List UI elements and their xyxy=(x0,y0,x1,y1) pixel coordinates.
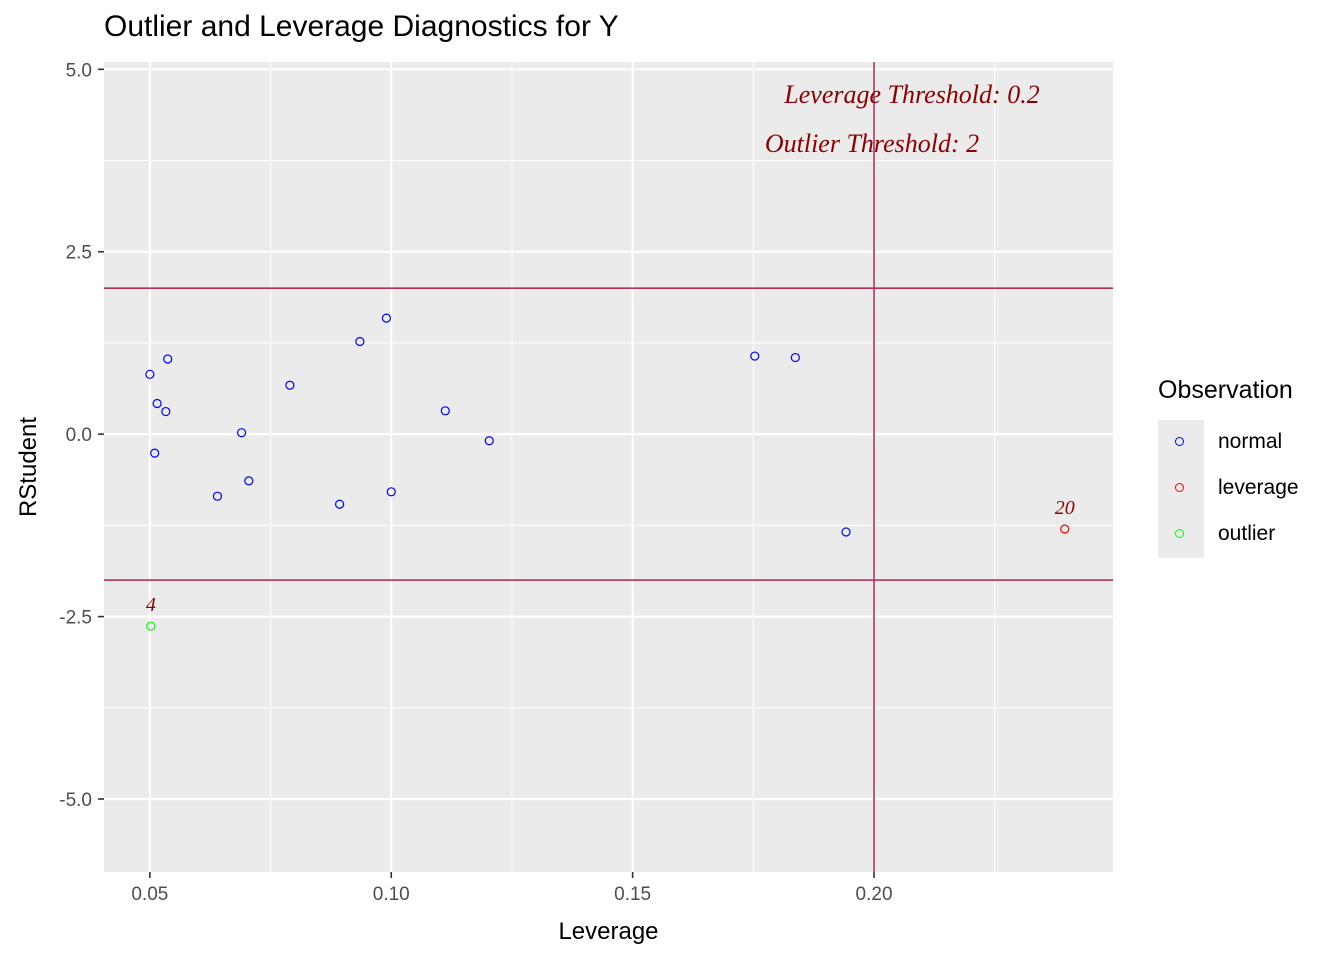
legend-key-leverage xyxy=(1175,483,1184,492)
point-normal xyxy=(334,499,345,509)
point-normal xyxy=(145,369,155,379)
leverage-threshold-label: Leverage Threshold: 0.2 xyxy=(783,80,1039,109)
point-normal xyxy=(386,487,396,497)
legend-key-normal xyxy=(1175,437,1184,446)
x-tick-label: 0.15 xyxy=(614,884,651,905)
x-tick-label: 0.20 xyxy=(856,884,893,905)
point-label: 4 xyxy=(146,594,156,616)
point-normal xyxy=(790,352,800,363)
point-normal xyxy=(750,351,760,361)
legend-label-leverage: leverage xyxy=(1218,476,1299,499)
legend-label-normal: normal xyxy=(1218,430,1283,453)
point-normal xyxy=(152,398,162,409)
legend: Observation normal leverage outlier xyxy=(1158,376,1299,558)
point-normal xyxy=(150,448,160,458)
y-tick-label: 0.0 xyxy=(66,425,92,446)
point-normal xyxy=(161,406,171,417)
point-normal xyxy=(355,336,365,347)
legend-item-outlier: outlier xyxy=(1158,512,1328,558)
y-tick-label: -5.0 xyxy=(59,790,92,811)
legend-item-normal: normal xyxy=(1158,420,1328,466)
grid-minor xyxy=(104,62,1113,872)
legend-item-leverage: leverage xyxy=(1158,466,1328,512)
chart-title: Outlier and Leverage Diagnostics for Y xyxy=(104,10,619,43)
data-points: 20 4 xyxy=(145,313,1075,631)
x-tick-label: 0.10 xyxy=(373,884,410,905)
point-normal xyxy=(285,380,295,390)
point-normal xyxy=(244,476,254,486)
plot-panel xyxy=(104,62,1113,872)
y-tick-label: 2.5 xyxy=(66,243,92,264)
legend-title: Observation xyxy=(1158,376,1293,404)
point-normal xyxy=(381,313,392,323)
y-tick-label: 5.0 xyxy=(66,60,92,81)
point-normal xyxy=(841,527,851,537)
legend-key-outlier xyxy=(1175,529,1184,538)
x-tick-label: 0.05 xyxy=(131,884,168,905)
point-outlier xyxy=(146,621,156,631)
point-normal xyxy=(484,436,494,446)
annotations: Leverage Threshold: 0.2 Outlier Threshol… xyxy=(765,80,1040,158)
point-normal xyxy=(212,491,223,501)
point-leverage xyxy=(1060,524,1070,534)
axes: 0.05 0.10 0.15 0.20 5.0 2.5 0.0 -2.5 -5.0 xyxy=(59,60,892,905)
point-normal xyxy=(440,406,450,416)
outlier-threshold-label: Outlier Threshold: 2 xyxy=(765,129,979,158)
point-normal xyxy=(163,354,173,364)
point-normal xyxy=(236,428,247,438)
point-label: 20 xyxy=(1055,497,1075,519)
grid-major xyxy=(104,62,1113,872)
y-tick-label: -2.5 xyxy=(59,608,92,629)
legend-label-outlier: outlier xyxy=(1218,522,1276,545)
y-axis-title: RStudent xyxy=(15,417,42,517)
x-axis-title: Leverage xyxy=(558,918,658,945)
threshold-lines xyxy=(104,62,1113,872)
